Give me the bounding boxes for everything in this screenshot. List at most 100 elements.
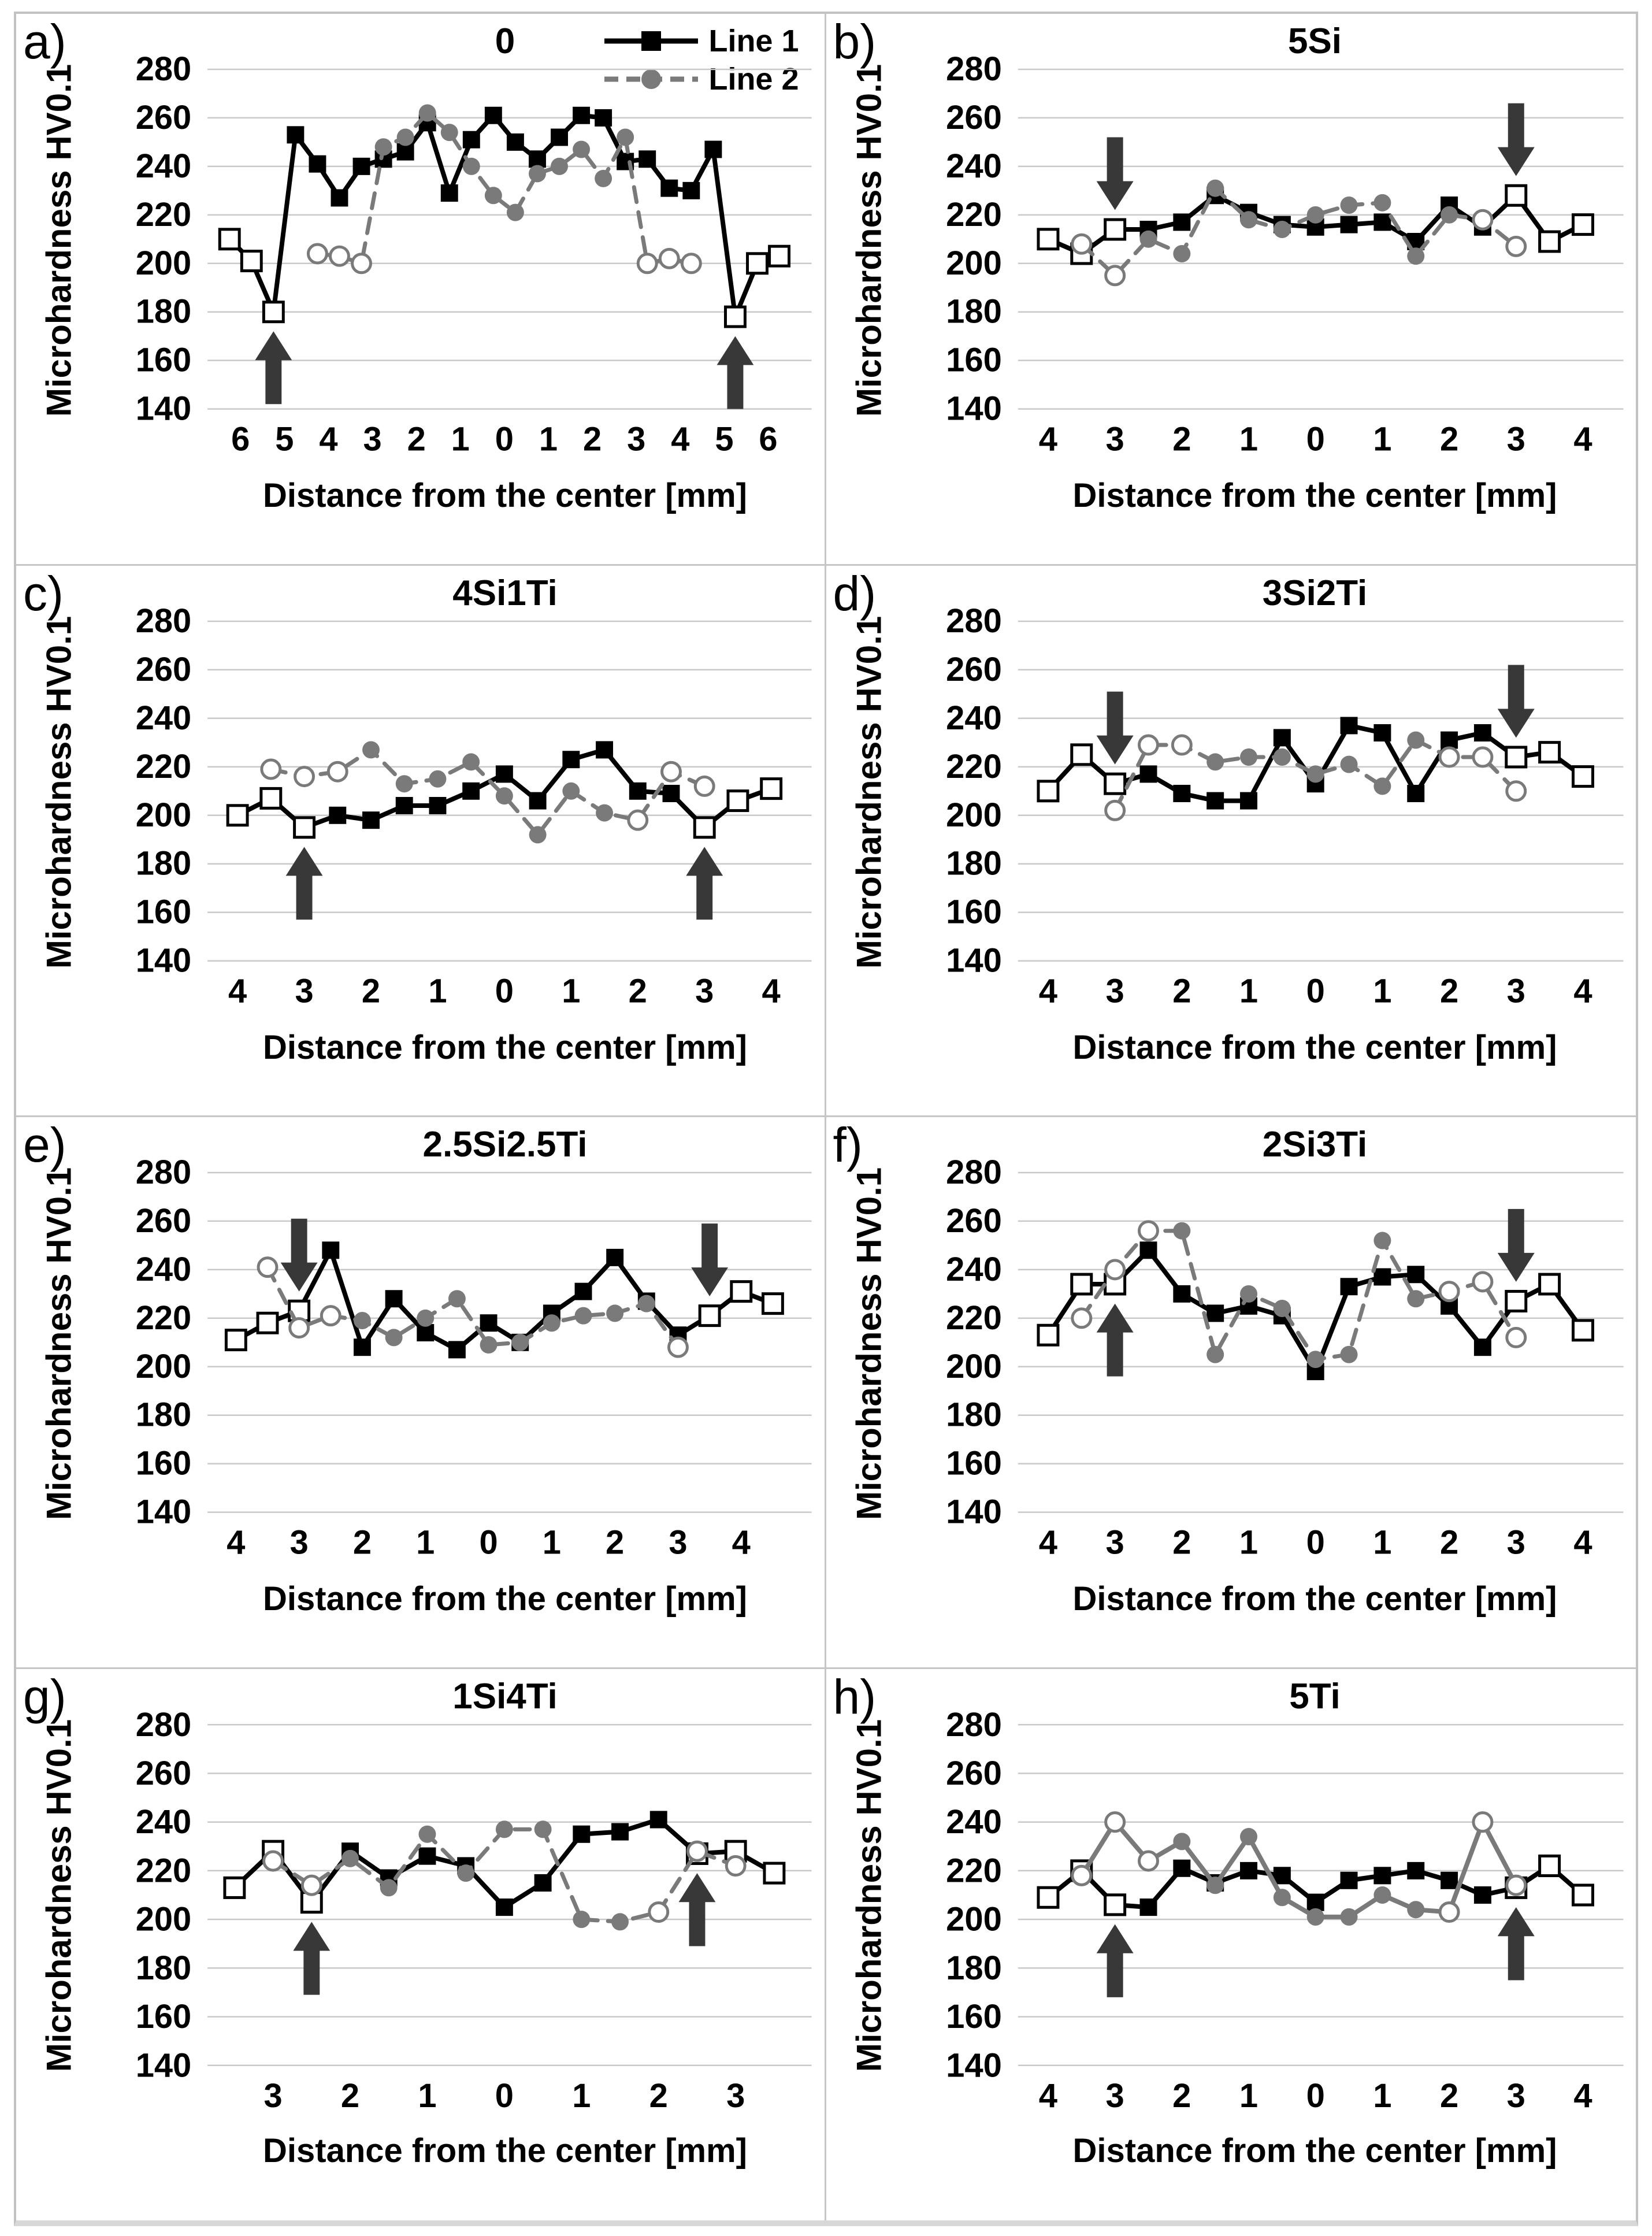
open-square-marker	[1036, 1886, 1059, 1909]
panel-letter: a)	[23, 14, 66, 69]
x-tick-label: 2	[407, 421, 426, 458]
square-marker	[506, 133, 524, 151]
x-tick-label: 3	[669, 1525, 687, 1562]
x-tick-label: 2	[606, 1525, 624, 1562]
open-square-marker	[1504, 1289, 1527, 1312]
square-marker	[1473, 724, 1491, 741]
open-square-marker	[1571, 1319, 1594, 1342]
square-marker	[385, 1290, 403, 1308]
y-tick-label: 260	[946, 651, 1002, 688]
open-circle-marker	[725, 1855, 747, 1877]
open-square-marker	[1538, 740, 1561, 763]
plot-area: 280 260 240 220 200 180 160 140 4 3 2 1 0 1 2 3 4	[136, 1154, 812, 1562]
x-axis-label: Distance from the center [mm]	[263, 2131, 747, 2170]
circle-marker	[1273, 748, 1291, 766]
x-tick-label: 2	[341, 2076, 359, 2114]
x-tick-label: 4	[762, 973, 781, 1010]
open-square-marker	[760, 777, 783, 800]
circle-marker	[596, 804, 614, 822]
square-marker	[1406, 784, 1424, 802]
line2-series	[1104, 731, 1527, 821]
square-marker	[1172, 213, 1190, 231]
open-circle-marker	[636, 253, 658, 275]
circle-marker	[1273, 1888, 1291, 1906]
x-tick-label: 0	[1306, 973, 1324, 1010]
circle-marker	[1406, 1290, 1424, 1308]
x-tick-label: 0	[495, 2076, 514, 2114]
square-marker	[1172, 784, 1190, 802]
open-square-marker	[1538, 1854, 1561, 1877]
panel-h: h) 5Ti Microhardness HV0.1 280 260 240 220 2…	[826, 1669, 1636, 2221]
square-marker	[562, 750, 580, 768]
x-tick-label: 1	[428, 973, 447, 1010]
y-tick-label: 240	[136, 1251, 192, 1288]
gridlines: 280 260 240 220 200 180 160 140	[946, 51, 1624, 428]
circle-marker	[429, 770, 447, 788]
open-circle-marker	[1104, 799, 1126, 821]
circle-marker	[1172, 1832, 1190, 1850]
open-square-marker	[262, 301, 285, 324]
open-square-marker	[1103, 772, 1126, 795]
x-tick-label: 4	[671, 421, 689, 458]
square-marker	[649, 1810, 667, 1829]
square-marker	[1373, 724, 1391, 741]
x-tick-label: 3	[726, 2076, 745, 2114]
square-marker	[682, 181, 700, 199]
circle-marker	[1306, 206, 1324, 224]
circle-marker	[448, 1290, 466, 1308]
circle-marker	[617, 128, 634, 146]
circle-marker	[418, 104, 436, 122]
square-marker	[495, 1898, 513, 1916]
open-square-marker	[726, 789, 749, 812]
open-circle-marker	[1505, 1326, 1527, 1348]
x-tick-label: 3	[1506, 973, 1525, 1010]
x-tick-label: 4	[319, 421, 337, 458]
x-tick-label: 0	[479, 1525, 498, 1562]
legend-entry-line1: Line 1	[602, 22, 799, 60]
y-tick-label: 240	[136, 148, 192, 185]
x-tick-label: 2	[362, 973, 380, 1010]
circle-marker	[385, 1329, 403, 1347]
circle-marker	[374, 138, 392, 156]
panel-f: f) 2Si3Ti Microhardness HV0.1 280 260 240 2…	[826, 1117, 1636, 1669]
x-tick-label: 4	[1038, 421, 1057, 458]
circle-marker	[1406, 731, 1424, 749]
x-tick-label: 4	[1573, 973, 1592, 1010]
gridlines: 280 260 240 220 200 180 160 140	[136, 602, 812, 979]
y-tick-label: 280	[946, 1154, 1002, 1191]
panel-letter: g)	[23, 1669, 66, 1724]
open-circle-marker	[1471, 1811, 1493, 1833]
x-tick-label: 3	[1105, 2076, 1124, 2114]
panel-e: e) 2.5Si2.5Ti Microhardness HV0.1 280 260…	[16, 1117, 826, 1669]
square-marker	[629, 782, 647, 800]
open-circle-marker	[326, 761, 348, 783]
x-tick-label: 1	[451, 421, 470, 458]
line2-series	[1070, 1811, 1527, 1926]
y-tick-label: 200	[946, 1348, 1002, 1385]
circle-marker	[462, 752, 480, 770]
line2-series	[260, 740, 715, 843]
x-axis-label: Distance from the center [mm]	[263, 1028, 747, 1066]
square-marker	[448, 1341, 466, 1359]
line1-series	[224, 1241, 784, 1359]
chart-title: 4Si1Ti	[452, 573, 558, 613]
square-marker	[396, 143, 414, 161]
x-tick-label: 3	[1506, 1525, 1525, 1562]
x-tick-label: 2	[1172, 1525, 1191, 1562]
chart-title: 5Ti	[1289, 1676, 1341, 1716]
open-square-marker	[1538, 1273, 1561, 1296]
x-tick-label: 1	[572, 2076, 591, 2114]
legend-line1-label: Line 1	[708, 24, 799, 58]
square-marker	[429, 796, 447, 814]
y-tick-label: 160	[136, 1997, 192, 2035]
y-tick-label: 220	[136, 196, 192, 233]
open-square-marker	[1504, 184, 1527, 207]
open-circle-marker	[667, 1336, 689, 1358]
x-tick-label: 2	[629, 973, 647, 1010]
panel-g: g) 1Si4Ti Microhardness HV0.1 280 260 240 2…	[16, 1668, 826, 2220]
circle-marker	[1373, 777, 1391, 795]
x-tick-label: 4	[1038, 973, 1057, 1010]
panel-a: a) 0 Line 1 Line 2 Microhardness HV0.1 2…	[16, 14, 826, 566]
down-arrow-icon	[1497, 665, 1535, 737]
